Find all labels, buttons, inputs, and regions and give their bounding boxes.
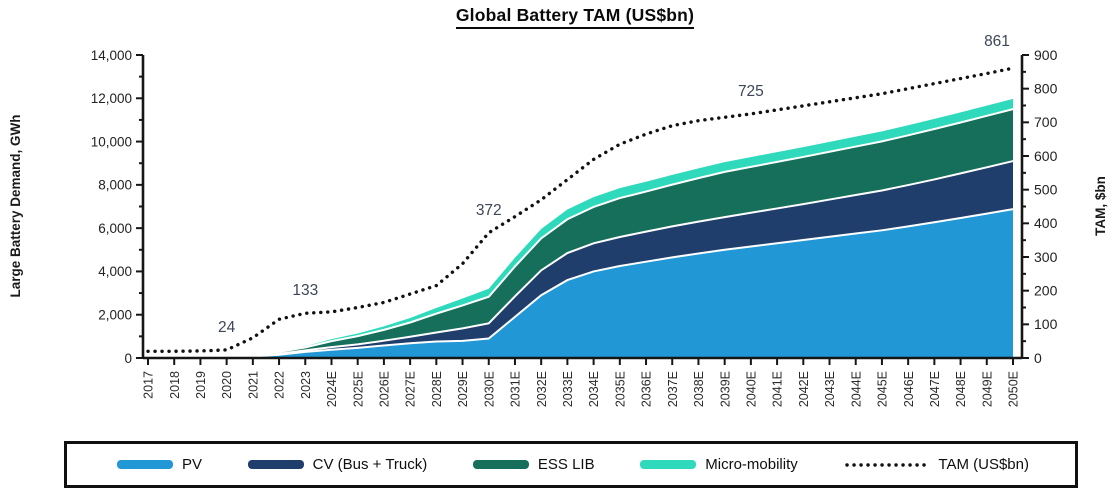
right-axis-title: TAM, $bn: [1093, 176, 1108, 236]
annotation-372: 372: [476, 202, 502, 219]
separator-line: [147, 108, 1014, 359]
x-tick-label: 2027E: [404, 371, 418, 407]
legend-swatch-dotted-line: [845, 462, 928, 467]
x-tick-label: 2021: [246, 371, 260, 399]
annotation-725: 725: [738, 83, 764, 100]
annotation-861: 861: [984, 33, 1010, 50]
right-tick-label: 100: [1034, 316, 1058, 332]
legend-item-cv-bus-truck: CV (Bus + Truck): [247, 456, 428, 473]
x-tick-label: 2040E: [744, 371, 758, 407]
x-tick-label: 2031E: [509, 371, 523, 407]
legend-label-tam-us-bn: TAM (US$bn): [938, 456, 1029, 473]
area-micro-mobility: [148, 98, 1013, 358]
x-tick-label: 2050E: [1007, 371, 1021, 407]
x-tick-label: 2035E: [613, 371, 627, 407]
legend-item-ess-lib: ESS LIB: [472, 456, 595, 473]
separator-line: [147, 208, 1014, 359]
right-tick-label: 300: [1034, 249, 1058, 265]
area-cv-bus-truck: [148, 161, 1013, 358]
x-tick-label: 2026E: [378, 371, 392, 407]
x-tick-label: 2044E: [849, 371, 863, 407]
x-tick-label: 2036E: [640, 371, 654, 407]
annotation-133: 133: [292, 282, 318, 299]
x-tick-label: 2030E: [482, 371, 496, 407]
value-annotations: 24 133 372 725 861: [218, 33, 1010, 336]
x-tick-label: 2017: [142, 371, 156, 399]
left-tick-label: 8,000: [98, 178, 132, 193]
left-tick-label: 4,000: [98, 264, 132, 279]
area-pv: [148, 209, 1013, 358]
left-axis-ticks: 0 2,000 4,000 6,000 8,000 10,000 12,000 14,000: [91, 48, 143, 366]
annotation-24: 24: [218, 319, 236, 336]
x-tick-label: 2028E: [430, 371, 444, 407]
left-tick-label: 2,000: [98, 308, 132, 323]
x-tick-label: 2047E: [928, 371, 942, 407]
legend-swatch-area: [117, 460, 173, 469]
left-tick-label: 12,000: [91, 91, 132, 106]
legend-label-cv-bus-truck: CV (Bus + Truck): [312, 456, 428, 473]
stacked-areas: [148, 98, 1013, 358]
area-ess-lib: [148, 109, 1013, 358]
right-tick-label: 500: [1034, 181, 1058, 197]
x-tick-label: 2033E: [561, 371, 575, 407]
page-title: Global Battery TAM (US$bn): [0, 5, 1120, 29]
legend-label-pv: PV: [182, 456, 203, 473]
x-tick-label: 2039E: [718, 371, 732, 407]
legend-item-pv: PV: [117, 456, 202, 473]
right-tick-label: 400: [1034, 215, 1058, 231]
x-tick-label: 2024E: [325, 371, 339, 407]
tam-dotted-line: [146, 66, 1015, 353]
left-axis-title: Large Battery Demand, GWh: [8, 114, 23, 297]
legend-swatch-area: [640, 460, 697, 469]
right-tick-label: 200: [1034, 282, 1058, 298]
x-tick-label: 2045E: [876, 371, 890, 407]
legend-item-tam-us-bn: TAM (US$bn): [843, 456, 1029, 473]
legend-item-micro-mobility: Micro-mobility: [640, 456, 798, 473]
x-tick-label: 2037E: [666, 371, 680, 407]
right-tick-label: 700: [1034, 114, 1058, 130]
left-tick-label: 6,000: [98, 221, 132, 236]
right-axis-ticks: 0 100 200 300 400 500 600 700 800 900: [1022, 47, 1058, 366]
separator-line: [147, 160, 1014, 359]
x-tick-label: 2042E: [797, 371, 811, 407]
legend-label-ess-lib: ESS LIB: [537, 456, 595, 473]
right-tick-label: 0: [1034, 350, 1042, 366]
x-axis-ticks: 2017 2018 2019 2020 2021 2022 2023 2024E 2025E 20…: [142, 358, 1021, 407]
right-tick-label: 800: [1034, 80, 1058, 96]
x-tick-label: 2049E: [980, 371, 994, 407]
right-tick-label: 600: [1034, 148, 1058, 164]
legend-swatch-area: [472, 460, 529, 469]
x-tick-label: 2020: [220, 371, 234, 399]
left-tick-label: 14,000: [91, 48, 132, 63]
x-tick-label: 2046E: [902, 371, 916, 407]
x-tick-label: 2019: [194, 371, 208, 399]
x-tick-label: 2032E: [535, 371, 549, 407]
x-tick-label: 2041E: [771, 371, 785, 407]
x-tick-label: 2034E: [587, 371, 601, 407]
x-tick-label: 2018: [168, 371, 182, 399]
area-separator-lines: [147, 108, 1014, 359]
legend-label-micro-mobility: Micro-mobility: [705, 456, 798, 473]
x-tick-label: 2038E: [692, 371, 706, 407]
left-tick-label: 0: [124, 351, 132, 366]
x-tick-label: 2048E: [954, 371, 968, 407]
tam-line: [146, 66, 1015, 353]
left-tick-label: 10,000: [91, 134, 132, 149]
battery-tam-stacked-area-chart: 02,0004,0006,0008,00010,00012,00014,000 …: [8, 33, 1108, 407]
chart-title-text: Global Battery TAM (US$bn): [455, 5, 695, 29]
x-tick-label: 2022: [273, 371, 287, 399]
x-tick-label: 2043E: [823, 371, 837, 407]
x-tick-label: 2025E: [351, 371, 365, 407]
x-tick-label: 2023: [299, 371, 313, 399]
right-tick-label: 900: [1034, 47, 1058, 63]
legend-swatch-area: [247, 460, 304, 469]
chart-legend: PV CV (Bus + Truck) ESS LIB Micro-mobility T…: [64, 441, 1078, 488]
x-tick-label: 2029E: [456, 371, 470, 407]
